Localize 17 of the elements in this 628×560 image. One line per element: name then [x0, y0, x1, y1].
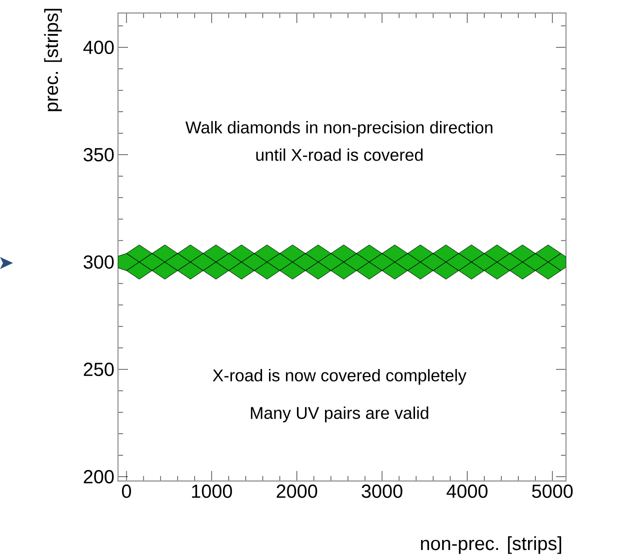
x-tick-label: 3000 [362, 484, 402, 498]
y-tick-label: 350 [84, 148, 114, 162]
y-tick-label: 200 [84, 470, 114, 484]
y-axis-title: prec. [strips] [44, 8, 62, 112]
y-tick-label: 300 [84, 255, 114, 269]
x-tick-label: 4000 [446, 484, 488, 498]
y-tick-label: 400 [83, 40, 114, 54]
y-tick-label: 250 [84, 362, 114, 376]
annotation: until X-road is covered [256, 148, 423, 161]
x-tick-label: 5000 [532, 484, 573, 498]
x-tick-label: 2000 [276, 484, 318, 498]
x-tick-label: 0 [122, 484, 132, 498]
x-axis-title: non-prec. [strips] [421, 536, 562, 554]
annotation: X-road is now covered completely [212, 368, 466, 385]
annotation: Walk diamonds in non-precision direction [185, 121, 492, 137]
annotation: Many UV pairs are valid [250, 406, 428, 422]
x-tick-label: 1000 [192, 484, 232, 498]
